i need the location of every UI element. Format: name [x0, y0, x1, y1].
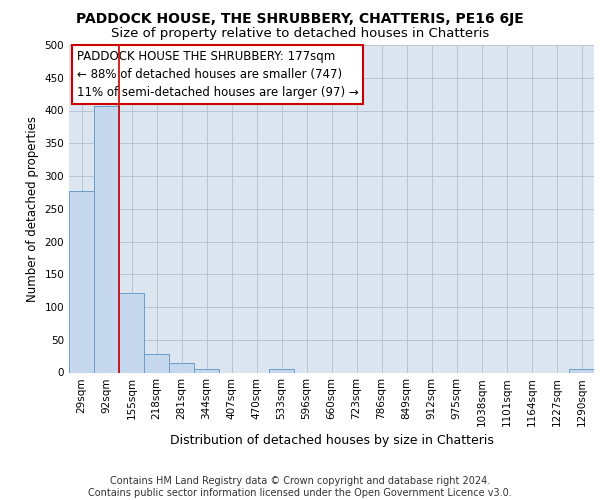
Text: PADDOCK HOUSE THE SHRUBBERY: 177sqm
← 88% of detached houses are smaller (747)
1: PADDOCK HOUSE THE SHRUBBERY: 177sqm ← 88…: [77, 50, 359, 99]
Y-axis label: Number of detached properties: Number of detached properties: [26, 116, 39, 302]
Text: Contains HM Land Registry data © Crown copyright and database right 2024.
Contai: Contains HM Land Registry data © Crown c…: [88, 476, 512, 498]
Bar: [119, 293, 144, 372]
Bar: [569, 369, 594, 372]
Bar: [144, 354, 169, 372]
Bar: [169, 364, 194, 372]
Text: PADDOCK HOUSE, THE SHRUBBERY, CHATTERIS, PE16 6JE: PADDOCK HOUSE, THE SHRUBBERY, CHATTERIS,…: [76, 12, 524, 26]
Bar: [269, 369, 294, 372]
Bar: [94, 106, 119, 372]
Bar: [69, 191, 94, 372]
Bar: [194, 369, 219, 372]
X-axis label: Distribution of detached houses by size in Chatteris: Distribution of detached houses by size …: [170, 434, 493, 448]
Text: Size of property relative to detached houses in Chatteris: Size of property relative to detached ho…: [111, 28, 489, 40]
